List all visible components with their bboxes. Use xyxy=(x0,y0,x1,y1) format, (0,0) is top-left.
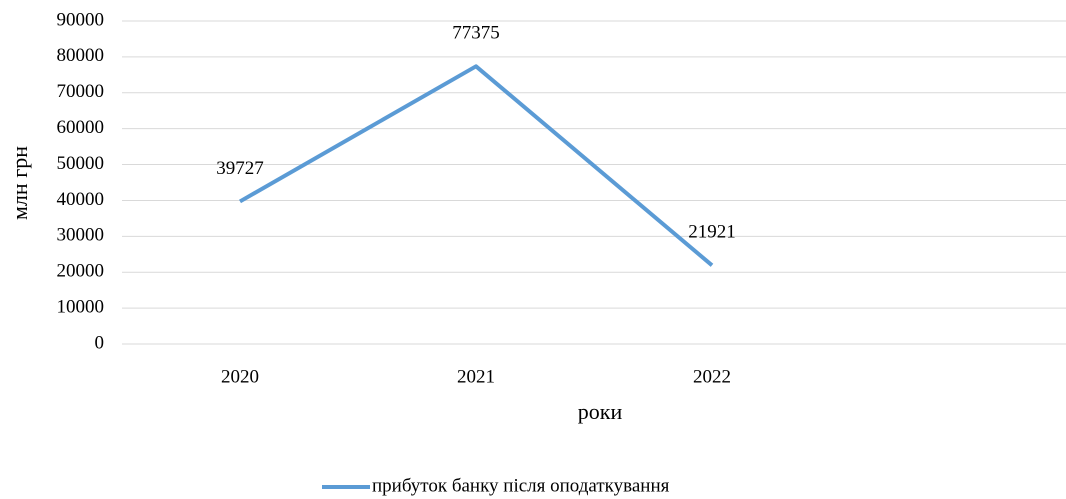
x-tick-label: 2020 xyxy=(221,366,259,387)
y-axis-label: млн грн xyxy=(7,146,32,220)
y-tick-label: 40000 xyxy=(57,189,105,210)
legend-label: прибуток банку після оподаткування xyxy=(372,475,670,496)
y-tick-label: 60000 xyxy=(57,117,105,138)
line xyxy=(239,64,714,267)
x-tick-label: 2021 xyxy=(457,366,495,387)
data-label: 21921 xyxy=(688,222,736,243)
data-label: 39727 xyxy=(216,158,264,179)
y-tick-label: 80000 xyxy=(57,45,105,66)
y-tick-label: 70000 xyxy=(57,81,105,102)
x-axis-label: роки xyxy=(578,399,623,424)
x-tick-label: 2022 xyxy=(693,366,731,387)
y-tick-label: 20000 xyxy=(57,261,105,282)
y-tick-label: 30000 xyxy=(57,225,105,246)
y-tick-label: 90000 xyxy=(57,9,105,30)
y-tick-label: 50000 xyxy=(57,153,105,174)
y-tick-label: 10000 xyxy=(57,296,105,317)
data-label: 77375 xyxy=(452,23,500,44)
y-tick-label: 0 xyxy=(95,332,105,353)
